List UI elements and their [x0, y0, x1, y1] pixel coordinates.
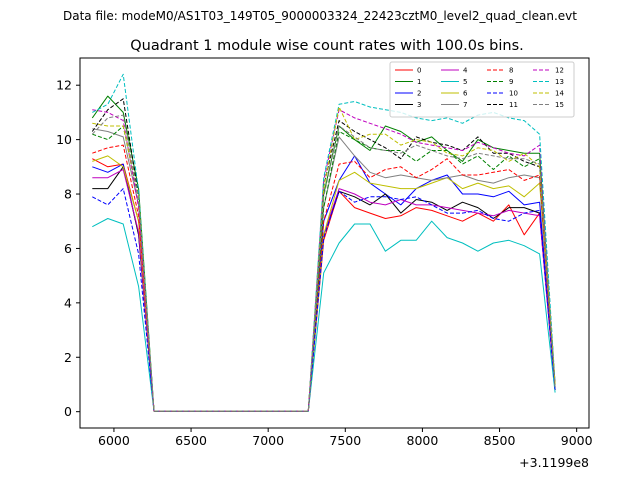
legend-label-6: 6 [463, 90, 468, 98]
x-tick-label: 8000 [407, 433, 439, 448]
x-tick-label: 7000 [252, 433, 284, 448]
legend-box [389, 61, 575, 118]
series-line-15 [91, 114, 556, 412]
series-line-9 [92, 125, 556, 412]
legend-label-8: 8 [509, 67, 513, 75]
legend-label-2: 2 [417, 90, 421, 98]
y-tick-label: 12 [56, 78, 72, 93]
x-tick-label: 6500 [175, 433, 207, 448]
plot-frame [79, 57, 590, 429]
x-tick-label: 9000 [561, 433, 593, 448]
legend-label-3: 3 [417, 101, 421, 109]
x-tick-label: 6000 [98, 433, 130, 448]
x-tick-label: 7500 [329, 433, 361, 448]
legend-label-15: 15 [555, 101, 564, 109]
legend-label-0: 0 [417, 67, 421, 75]
y-tick-label: 2 [64, 350, 72, 365]
figure-suptitle: Data file: modeM0/AS1T03_149T05_90000033… [63, 9, 577, 23]
series-line-11 [91, 98, 556, 412]
legend-label-13: 13 [555, 78, 564, 86]
y-tick-label: 4 [64, 295, 72, 310]
series-line-7 [92, 128, 556, 412]
chart-title: Quadrant 1 module wise count rates with … [130, 38, 524, 54]
y-tick-label: 8 [64, 187, 72, 202]
legend-label-10: 10 [509, 90, 518, 98]
x-axis-offset-label: +3.1199e8 [519, 455, 589, 470]
legend-label-9: 9 [509, 78, 513, 86]
legend-label-4: 4 [463, 67, 468, 75]
legend-label-12: 12 [555, 67, 564, 75]
y-tick-label: 6 [64, 241, 72, 256]
x-tick-label: 8500 [484, 433, 516, 448]
legend-label-5: 5 [463, 78, 467, 86]
legend-label-1: 1 [417, 78, 421, 86]
y-tick-label: 0 [64, 404, 72, 419]
series-line-5 [92, 218, 556, 412]
legend-label-14: 14 [555, 90, 564, 98]
legend-label-11: 11 [509, 101, 518, 109]
legend-label-7: 7 [463, 101, 467, 109]
series-line-14 [92, 106, 556, 412]
y-tick-label: 10 [56, 132, 72, 147]
plot-area: 6000 6500 7000 7500 8000 8500 9000024681012012… [56, 57, 593, 448]
series-group [91, 73, 556, 412]
series-line-1 [91, 95, 556, 412]
